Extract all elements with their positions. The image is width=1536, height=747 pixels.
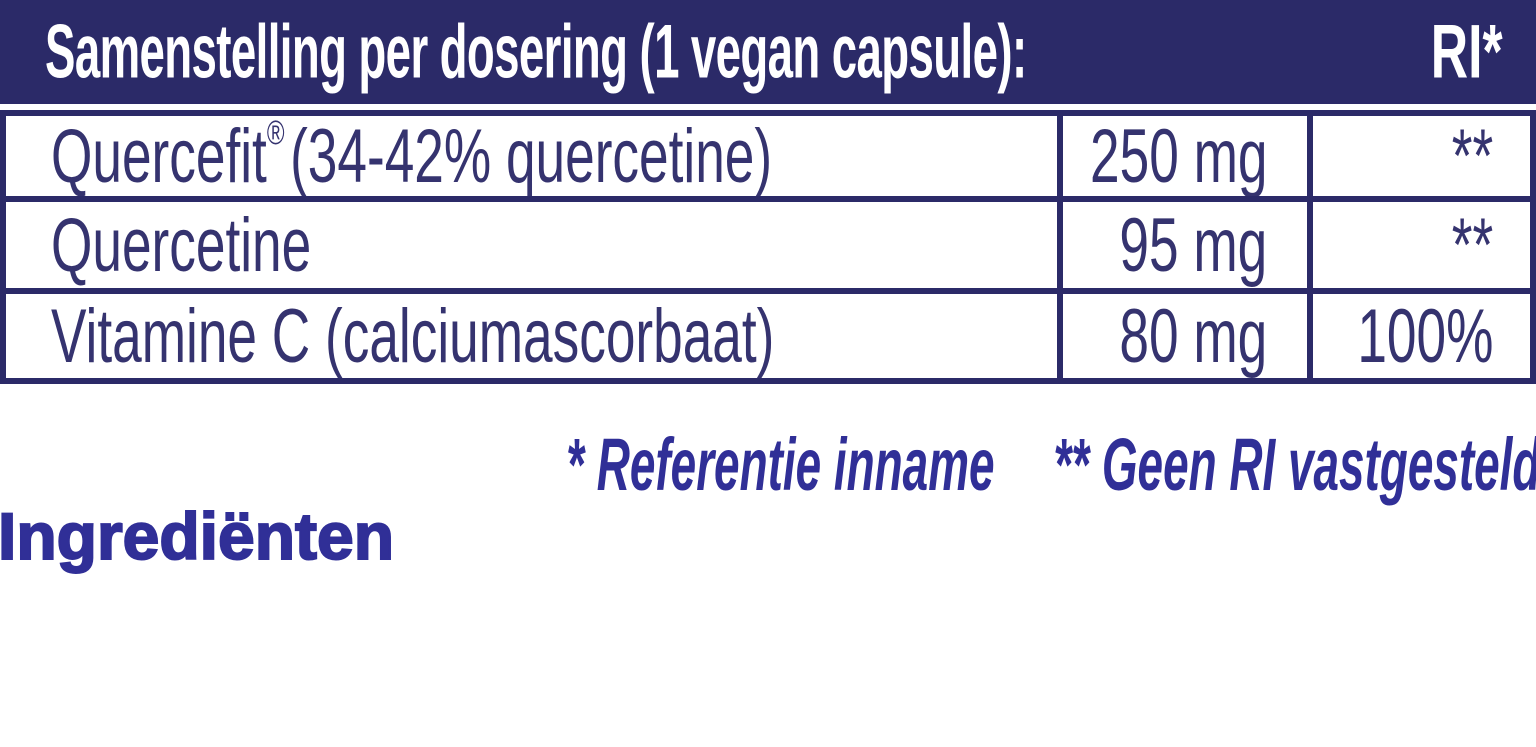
table-row-2-amount: 95 mg xyxy=(1063,202,1313,294)
ingredient-name-detail: (34-42% quercetine) xyxy=(290,116,773,199)
ingredient-name: Quercefit®(34-42% quercetine) xyxy=(51,116,773,199)
ingredient-name: Vitamine C (calciumascorbaat) xyxy=(51,294,775,378)
ri-value: ** xyxy=(1451,116,1493,199)
table-row-1-amount: 250 mg xyxy=(1063,116,1313,202)
amount-value: 250 mg xyxy=(1089,116,1267,199)
table-row-3-ingredient: Vitamine C (calciumascorbaat) xyxy=(6,294,1063,378)
table-row-1-ri: ** xyxy=(1313,116,1530,202)
ri-column-header-text: RI* xyxy=(1431,9,1503,95)
table-title-text: Samenstelling per dosering (1 vegan caps… xyxy=(45,9,1027,95)
amount-value: 80 mg xyxy=(1119,294,1267,378)
ingredients-heading: Ingrediënten xyxy=(0,498,395,574)
table-title: Samenstelling per dosering (1 vegan caps… xyxy=(45,9,1536,96)
table-header-bar: Samenstelling per dosering (1 vegan caps… xyxy=(0,0,1536,104)
table-row-3-amount: 80 mg xyxy=(1063,294,1313,378)
ri-column-header: RI* xyxy=(1397,9,1503,96)
footnote-text: * Referentie inname ** Geen RI vastgestel… xyxy=(566,422,1536,507)
footnote-line: * Referentie inname ** Geen RI vastgestel… xyxy=(0,422,1536,507)
amount-value: 95 mg xyxy=(1119,202,1267,288)
footnote-no-ri: ** Geen RI vastgesteld xyxy=(1052,423,1536,506)
table-row-2-ri: ** xyxy=(1313,202,1530,294)
ingredient-name: Quercetine xyxy=(51,202,312,288)
table-row-1-ingredient: Quercefit®(34-42% quercetine) xyxy=(6,116,1063,202)
footnote-reference-intake: * Referentie inname xyxy=(565,423,995,506)
ingredient-name-main: Quercefit xyxy=(51,116,267,199)
table-row-3-ri: 100% xyxy=(1313,294,1530,378)
registered-trademark-symbol: ® xyxy=(266,116,285,152)
composition-table: Quercefit®(34-42% quercetine) 250 mg ** … xyxy=(0,110,1536,384)
ri-value: ** xyxy=(1451,202,1493,288)
table-row-2-ingredient: Quercetine xyxy=(6,202,1063,294)
ri-value: 100% xyxy=(1356,294,1493,378)
